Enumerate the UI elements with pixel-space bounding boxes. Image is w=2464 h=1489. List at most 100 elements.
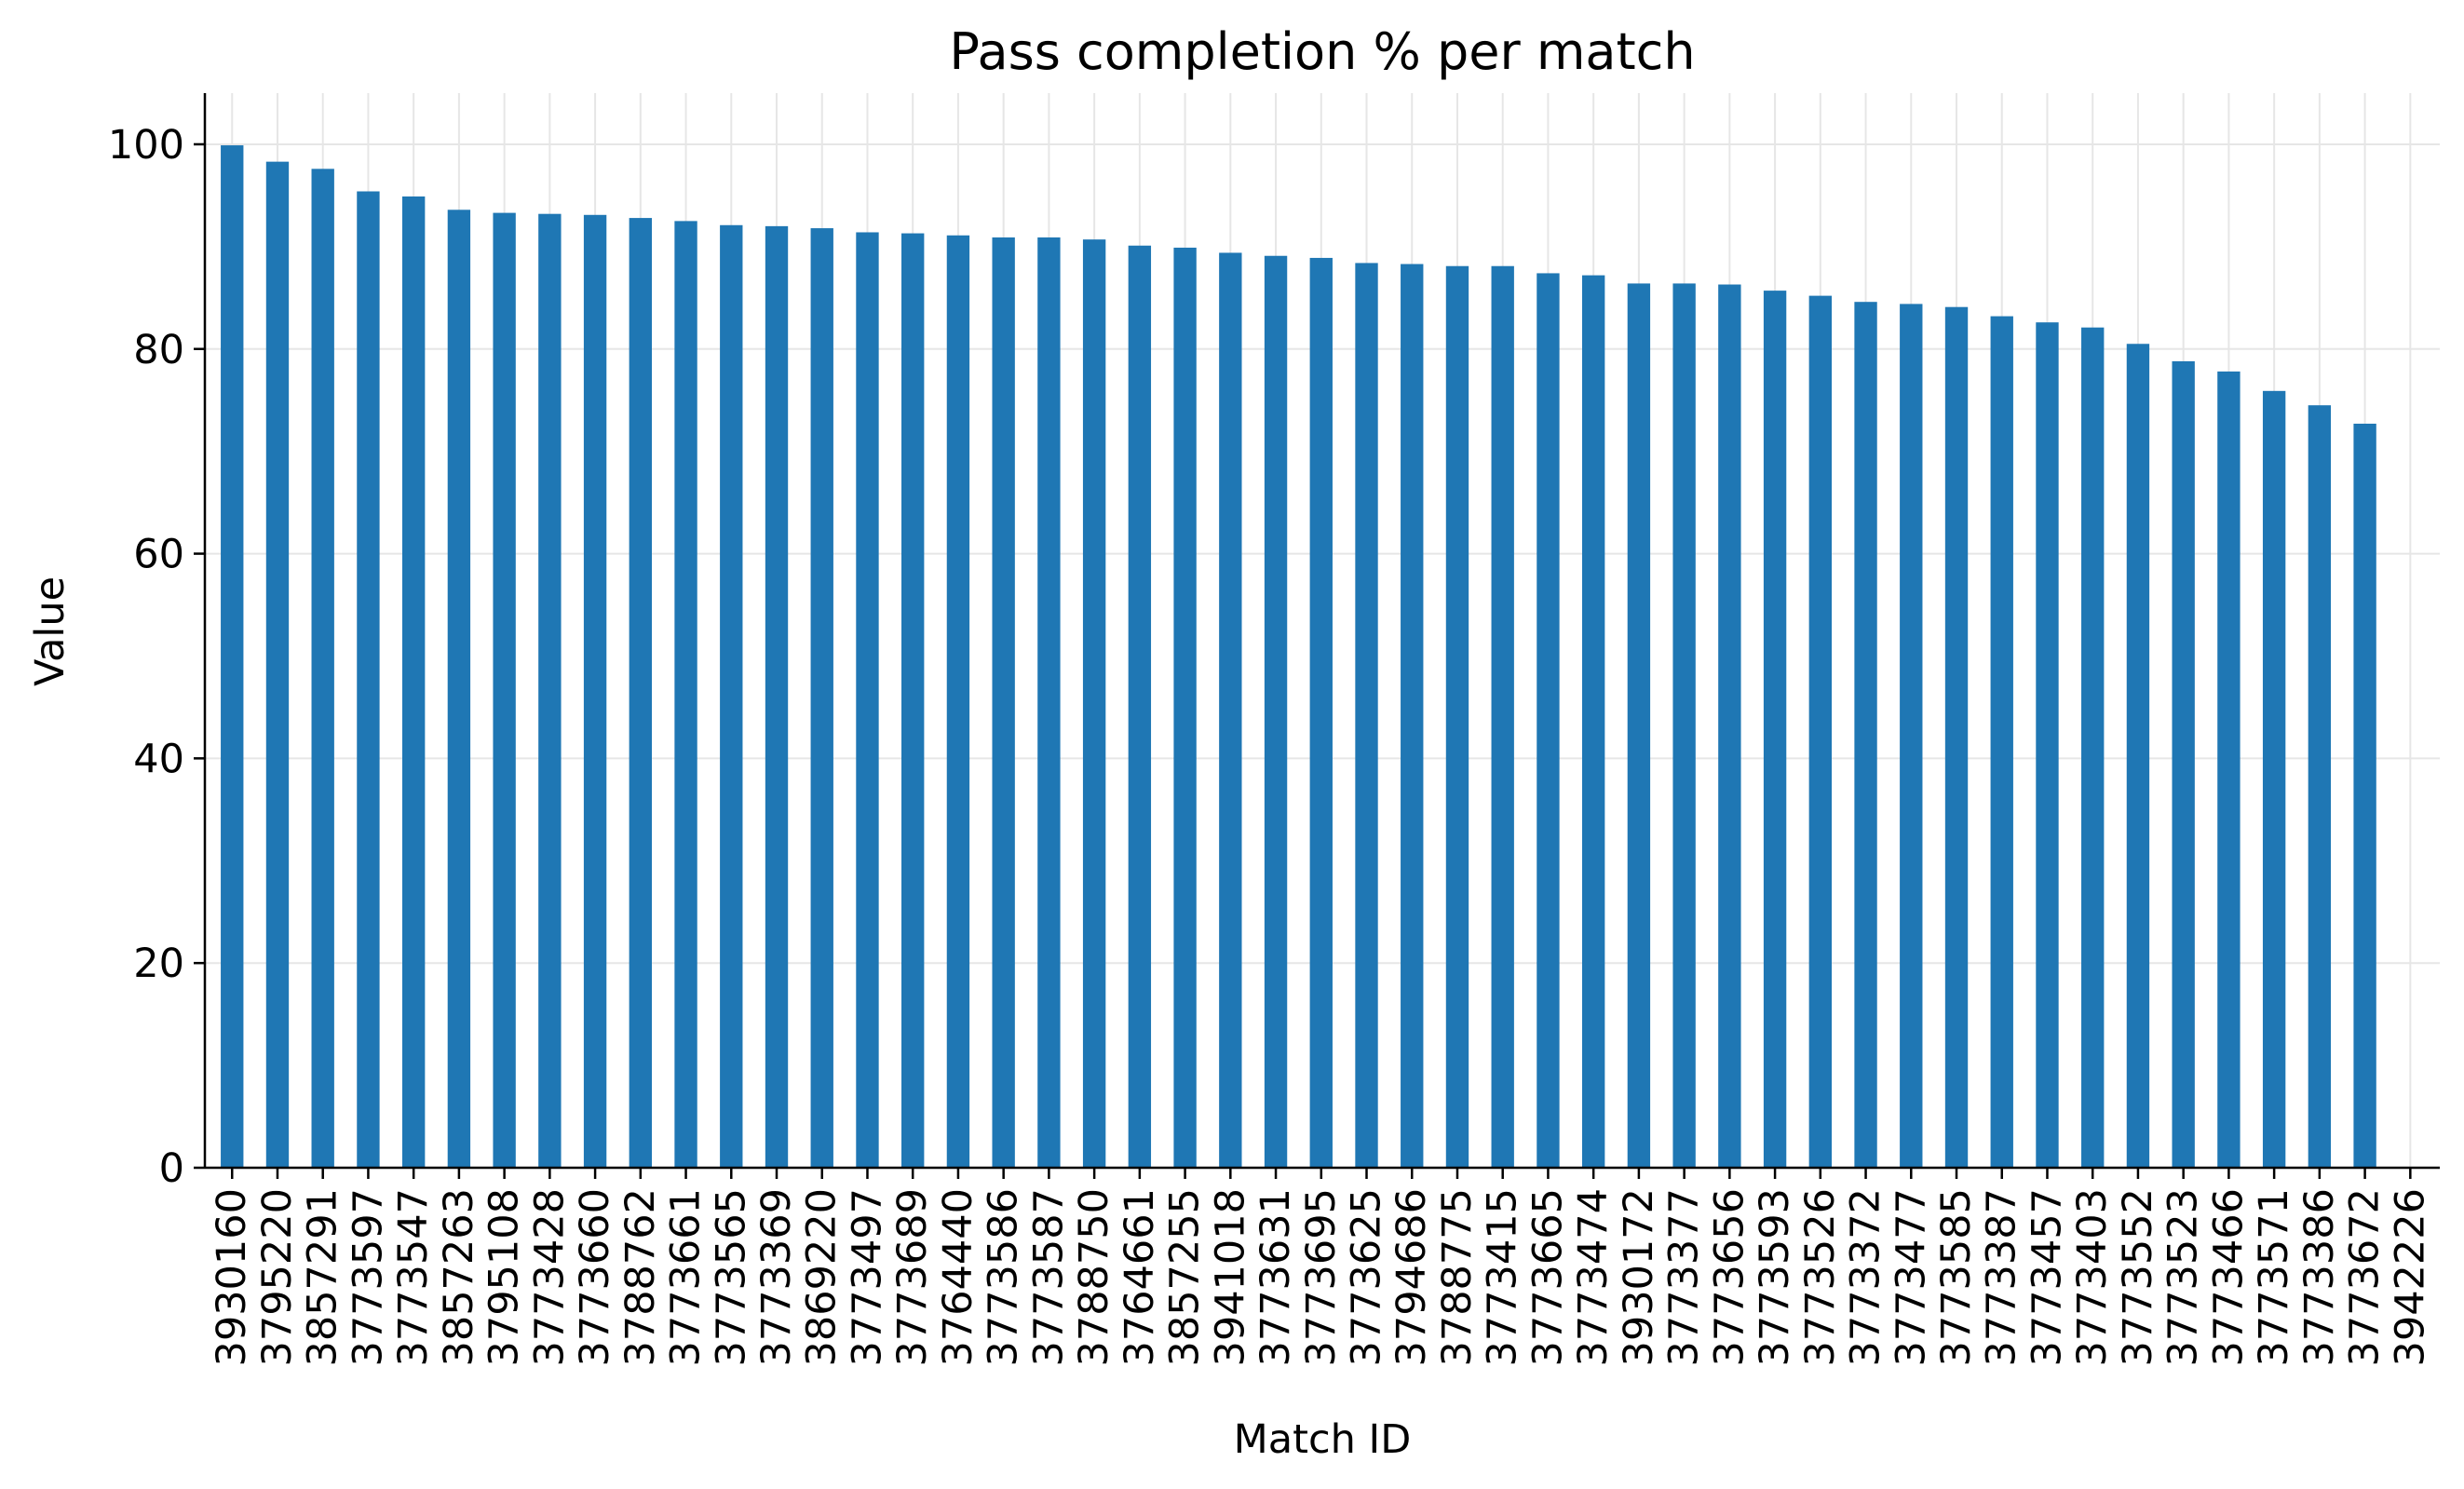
x-tick-label: 3788750 xyxy=(1071,1188,1117,1367)
bar xyxy=(221,145,244,1169)
bar xyxy=(946,235,970,1168)
bar xyxy=(1900,304,1923,1168)
x-tick-label: 3773477 xyxy=(1888,1188,1934,1367)
bar xyxy=(2081,327,2105,1169)
bar xyxy=(1355,263,1378,1168)
bar xyxy=(1445,265,1469,1169)
x-tick-label: 3773587 xyxy=(1025,1188,1072,1367)
bar xyxy=(2353,423,2376,1168)
bar xyxy=(2126,344,2150,1168)
bar xyxy=(357,191,380,1169)
bar xyxy=(1854,302,1877,1169)
y-tick-label: 60 xyxy=(133,532,184,578)
bar xyxy=(1990,316,2013,1168)
x-tick-label: 3773656 xyxy=(1706,1188,1753,1367)
bar xyxy=(2308,405,2332,1168)
y-tick-label: 0 xyxy=(159,1145,184,1192)
x-tick-label: 3857255 xyxy=(1162,1188,1209,1367)
x-tick-label: 3930160 xyxy=(209,1188,255,1367)
bar xyxy=(311,169,334,1168)
x-tick-label: 3773428 xyxy=(526,1188,573,1367)
bar xyxy=(1763,291,1787,1168)
bar xyxy=(1808,295,1833,1168)
x-tick-label: 3930172 xyxy=(1616,1188,1662,1367)
bar xyxy=(856,232,879,1169)
bar xyxy=(1581,275,1605,1168)
bar xyxy=(2262,390,2286,1168)
x-tick-label: 3773597 xyxy=(345,1188,391,1367)
x-axis-label: Match ID xyxy=(1234,1416,1412,1463)
bar xyxy=(992,237,1015,1169)
x-tick-label: 3773547 xyxy=(390,1188,437,1367)
x-tick-label: 3773585 xyxy=(1933,1188,1980,1367)
x-tick-label: 3773497 xyxy=(844,1188,890,1367)
x-tick-label: 3773369 xyxy=(753,1188,800,1367)
x-tick-label: 3773523 xyxy=(2160,1188,2207,1367)
bar xyxy=(1173,247,1197,1168)
y-tick-label: 20 xyxy=(133,941,184,987)
y-tick-label: 80 xyxy=(133,327,184,373)
x-tick-label: 3773571 xyxy=(2251,1188,2297,1367)
x-tick-label: 3773625 xyxy=(1344,1188,1390,1367)
x-tick-label: 3773377 xyxy=(1661,1188,1708,1367)
x-tick-label: 3773474 xyxy=(1570,1188,1617,1367)
bar xyxy=(265,161,290,1168)
x-tick-label: 3773403 xyxy=(2069,1188,2116,1367)
bars xyxy=(221,145,2376,1169)
bar xyxy=(447,210,471,1169)
x-tick-label: 3773552 xyxy=(2115,1188,2161,1367)
bar xyxy=(401,196,426,1169)
x-tick-label: 3942226 xyxy=(2387,1188,2433,1367)
x-tick-label: 3773526 xyxy=(1797,1188,1844,1367)
bar xyxy=(901,233,925,1168)
bar xyxy=(493,212,516,1168)
x-tick-label: 3794686 xyxy=(1388,1188,1435,1367)
x-tick-label: 3773386 xyxy=(2296,1188,2343,1367)
y-tick-label: 100 xyxy=(108,122,184,169)
bar xyxy=(1672,283,1696,1168)
x-tick-label: 3764440 xyxy=(935,1188,982,1367)
y-axis-label: Value xyxy=(27,576,74,686)
bar xyxy=(765,225,789,1168)
x-tick-label: 3773689 xyxy=(889,1188,936,1367)
x-tick-label: 3795220 xyxy=(254,1188,301,1367)
x-tick-label: 3773565 xyxy=(708,1188,754,1367)
bar xyxy=(720,224,743,1168)
bar xyxy=(2172,360,2195,1169)
x-tick-label: 3773466 xyxy=(2205,1188,2252,1367)
bar xyxy=(629,218,652,1169)
bar xyxy=(1718,284,1741,1168)
bar xyxy=(2036,322,2059,1169)
bar xyxy=(1537,273,1560,1168)
x-tick-label: 3795108 xyxy=(481,1188,528,1367)
y-axis-ticks: 0 20 40 60 80 100 xyxy=(108,122,205,1192)
bar xyxy=(1037,237,1061,1169)
x-tick-label: 3857291 xyxy=(300,1188,346,1367)
y-tick-label: 40 xyxy=(133,736,184,782)
x-tick-label: 3773631 xyxy=(1252,1188,1299,1367)
x-tick-label: 3773387 xyxy=(1979,1188,2025,1367)
x-tick-label: 3773695 xyxy=(1298,1188,1345,1367)
x-tick-label: 3773372 xyxy=(1843,1188,1889,1367)
bar xyxy=(674,221,697,1168)
x-tick-label: 3869220 xyxy=(799,1188,846,1367)
bar xyxy=(810,228,833,1168)
x-tick-label: 3773415 xyxy=(1480,1188,1526,1367)
x-tick-label: 3773593 xyxy=(1752,1188,1798,1367)
bar xyxy=(538,213,562,1168)
chart-title: Pass completion % per match xyxy=(949,22,1695,81)
x-tick-label: 3773672 xyxy=(2342,1188,2389,1367)
bar xyxy=(1264,255,1288,1169)
x-tick-label: 3788775 xyxy=(1434,1188,1481,1367)
x-tick-label: 3773457 xyxy=(2024,1188,2070,1367)
bar xyxy=(1944,306,1969,1169)
bar xyxy=(1491,265,1514,1169)
x-tick-label: 3764661 xyxy=(1117,1188,1163,1367)
bar xyxy=(1219,252,1242,1168)
x-tick-label: 3857263 xyxy=(436,1188,482,1367)
bar xyxy=(1128,245,1152,1169)
x-tick-label: 3773660 xyxy=(572,1188,618,1367)
bar xyxy=(1627,283,1651,1168)
bar xyxy=(1401,264,1424,1168)
